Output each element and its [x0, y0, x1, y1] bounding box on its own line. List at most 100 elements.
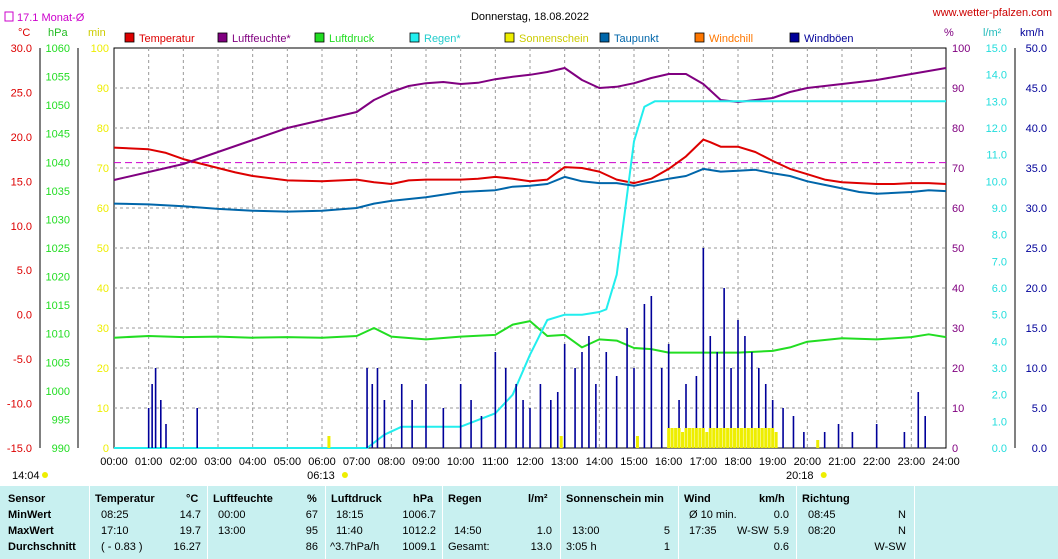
axis-tick-label: 15.0 — [11, 176, 32, 188]
x-tick-label: 03:00 — [204, 456, 232, 468]
wind-gust-bar — [151, 384, 153, 448]
wind-gust-bar — [366, 368, 368, 448]
header-pressure-unit: hPa — [413, 493, 434, 505]
axis-tick-label: 1025 — [46, 243, 70, 255]
axis-tick-label: 25.0 — [11, 87, 32, 99]
axis-tick-label: 10.0 — [11, 221, 32, 233]
wind-gust-bar — [744, 336, 746, 448]
axis-tick-label: 12.0 — [986, 123, 1007, 135]
divider — [325, 486, 326, 559]
legend-swatch — [124, 32, 135, 43]
sun-icon — [820, 472, 827, 478]
legend-swatch — [217, 32, 228, 43]
wind-gust-bar — [678, 400, 680, 448]
cell: ^3.7hPa/h — [330, 541, 380, 553]
axis-tick-label: -10.0 — [7, 399, 32, 411]
cell: 17:35 — [689, 525, 717, 537]
axis-tick-label: 20.0 — [11, 132, 32, 144]
x-tick-label: 08:00 — [378, 456, 406, 468]
sunshine-bar — [726, 428, 730, 448]
axis-tick-label: 50 — [97, 243, 109, 255]
sunshine-bar — [681, 432, 685, 448]
header-rain: Regen — [448, 493, 482, 505]
series-line-luftdruck — [113, 320, 947, 354]
divider — [796, 486, 797, 559]
header-sensor: Sensor — [8, 493, 46, 505]
wind-gust-bar — [522, 400, 524, 448]
x-tick-label: 16:00 — [655, 456, 683, 468]
cell: 3:05 h — [566, 541, 597, 553]
x-tick-label: 00:00 — [100, 456, 128, 468]
axis-tick-label: 40.0 — [1026, 123, 1047, 135]
axis-tick-label: 25.0 — [1026, 243, 1047, 255]
axis-tick-label: 100 — [91, 43, 109, 55]
axis-tick-label: 20.0 — [1026, 283, 1047, 295]
wind-gust-bar — [480, 416, 483, 448]
cell: 00:00 — [218, 509, 246, 521]
axis-tick-label: 40 — [952, 283, 964, 295]
wind-gust-bar — [737, 320, 739, 448]
wind-gust-bar — [917, 392, 920, 448]
axis-tick-label: 1030 — [46, 214, 70, 226]
divider — [914, 486, 915, 559]
axis-tick-label: 40 — [97, 283, 109, 295]
wind-gust-bar — [574, 368, 576, 448]
sunshine-bar — [694, 428, 698, 448]
cell: 67 — [305, 509, 318, 521]
wind-gust-bar — [595, 384, 597, 448]
wind-gust-bar — [147, 408, 150, 448]
axis-tick-label: 4.0 — [992, 336, 1007, 348]
wind-gust-bar — [633, 368, 635, 448]
axis-tick-label: 14.0 — [986, 70, 1007, 82]
legend-label: Temperatur — [139, 33, 195, 45]
axis-tick-label: 50 — [952, 243, 964, 255]
header-pressure: Luftdruck — [331, 493, 382, 505]
wind-gust-bar — [758, 368, 760, 448]
wind-gust-bar — [782, 408, 784, 448]
legend-swatch — [694, 32, 705, 43]
wind-gust-bar — [751, 352, 753, 448]
axis-tick-label: 1055 — [46, 72, 70, 84]
axis-tick-label: 90 — [97, 83, 109, 95]
row-label: MinWert — [8, 509, 52, 521]
wind-gust-bar — [539, 384, 542, 448]
wind-gust-bar — [550, 400, 552, 448]
wind-gust-bar — [160, 400, 162, 448]
x-tick-label: 04:00 — [239, 456, 267, 468]
wind-gust-bar — [470, 400, 472, 448]
axis-tick-label: 2.0 — [992, 390, 1007, 402]
wind-gust-bar — [723, 288, 725, 448]
sunshine-bar — [719, 428, 723, 448]
cell: 13.0 — [530, 541, 552, 553]
wind-gust-bar — [581, 352, 583, 448]
wind-gust-bar — [400, 384, 403, 448]
sunshine-bar — [674, 428, 678, 448]
axis-tick-label: 1045 — [46, 129, 70, 141]
unit-label: min — [88, 27, 106, 39]
series-line-luftfeuchte — [113, 67, 947, 181]
row-label: Durchschnitt — [8, 541, 76, 553]
sunset-label: 20:18 — [786, 470, 814, 482]
header-wind: Wind — [684, 493, 711, 505]
axis-tick-label: 1010 — [46, 329, 70, 341]
wind-gust-bar — [196, 408, 198, 448]
cell: 95 — [305, 525, 318, 537]
sunshine-bar — [767, 428, 771, 448]
axis-tick-label: 80 — [952, 123, 964, 135]
cell: 1009.1 — [402, 541, 436, 553]
sunshine-bar — [677, 428, 681, 448]
axis-tick-label: -5.0 — [13, 354, 32, 366]
header-direction: Richtung — [802, 493, 850, 505]
sunshine-bar — [684, 428, 688, 448]
axis-tick-label: 5.0 — [1032, 403, 1047, 415]
wind-gust-bar — [371, 384, 374, 448]
series-line-temperatur — [113, 138, 947, 185]
unit-label: % — [944, 27, 954, 39]
wind-gust-bar — [695, 376, 698, 448]
cell: 19.7 — [179, 525, 201, 537]
axis-tick-label: 1000 — [46, 386, 70, 398]
axis-tick-label: 45.0 — [1026, 83, 1047, 95]
x-tick-label: 14:00 — [586, 456, 614, 468]
axis-tick-label: 0 — [952, 443, 958, 455]
axis-tick-label: 30 — [952, 323, 964, 335]
